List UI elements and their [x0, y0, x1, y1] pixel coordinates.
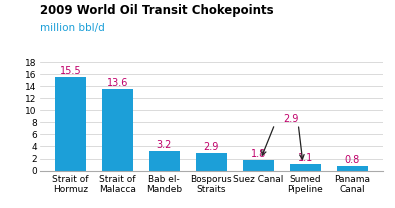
Text: 2009 World Oil Transit Chokepoints: 2009 World Oil Transit Chokepoints	[40, 4, 273, 17]
Text: 0.8: 0.8	[344, 155, 360, 165]
Text: 1.1: 1.1	[298, 153, 313, 163]
Bar	[102, 89, 133, 171]
Text: 1.8: 1.8	[251, 149, 266, 159]
Text: 2.9: 2.9	[284, 114, 299, 124]
Text: 3.2: 3.2	[157, 140, 172, 150]
Text: 15.5: 15.5	[60, 66, 81, 76]
Bar	[196, 153, 227, 171]
Text: million bbl/d: million bbl/d	[40, 23, 104, 33]
Bar	[149, 151, 180, 171]
Bar	[243, 160, 274, 171]
Text: 13.6: 13.6	[107, 78, 128, 88]
Bar	[290, 164, 321, 171]
Text: 2.9: 2.9	[204, 142, 219, 152]
Bar	[55, 77, 86, 171]
Bar	[337, 166, 367, 171]
